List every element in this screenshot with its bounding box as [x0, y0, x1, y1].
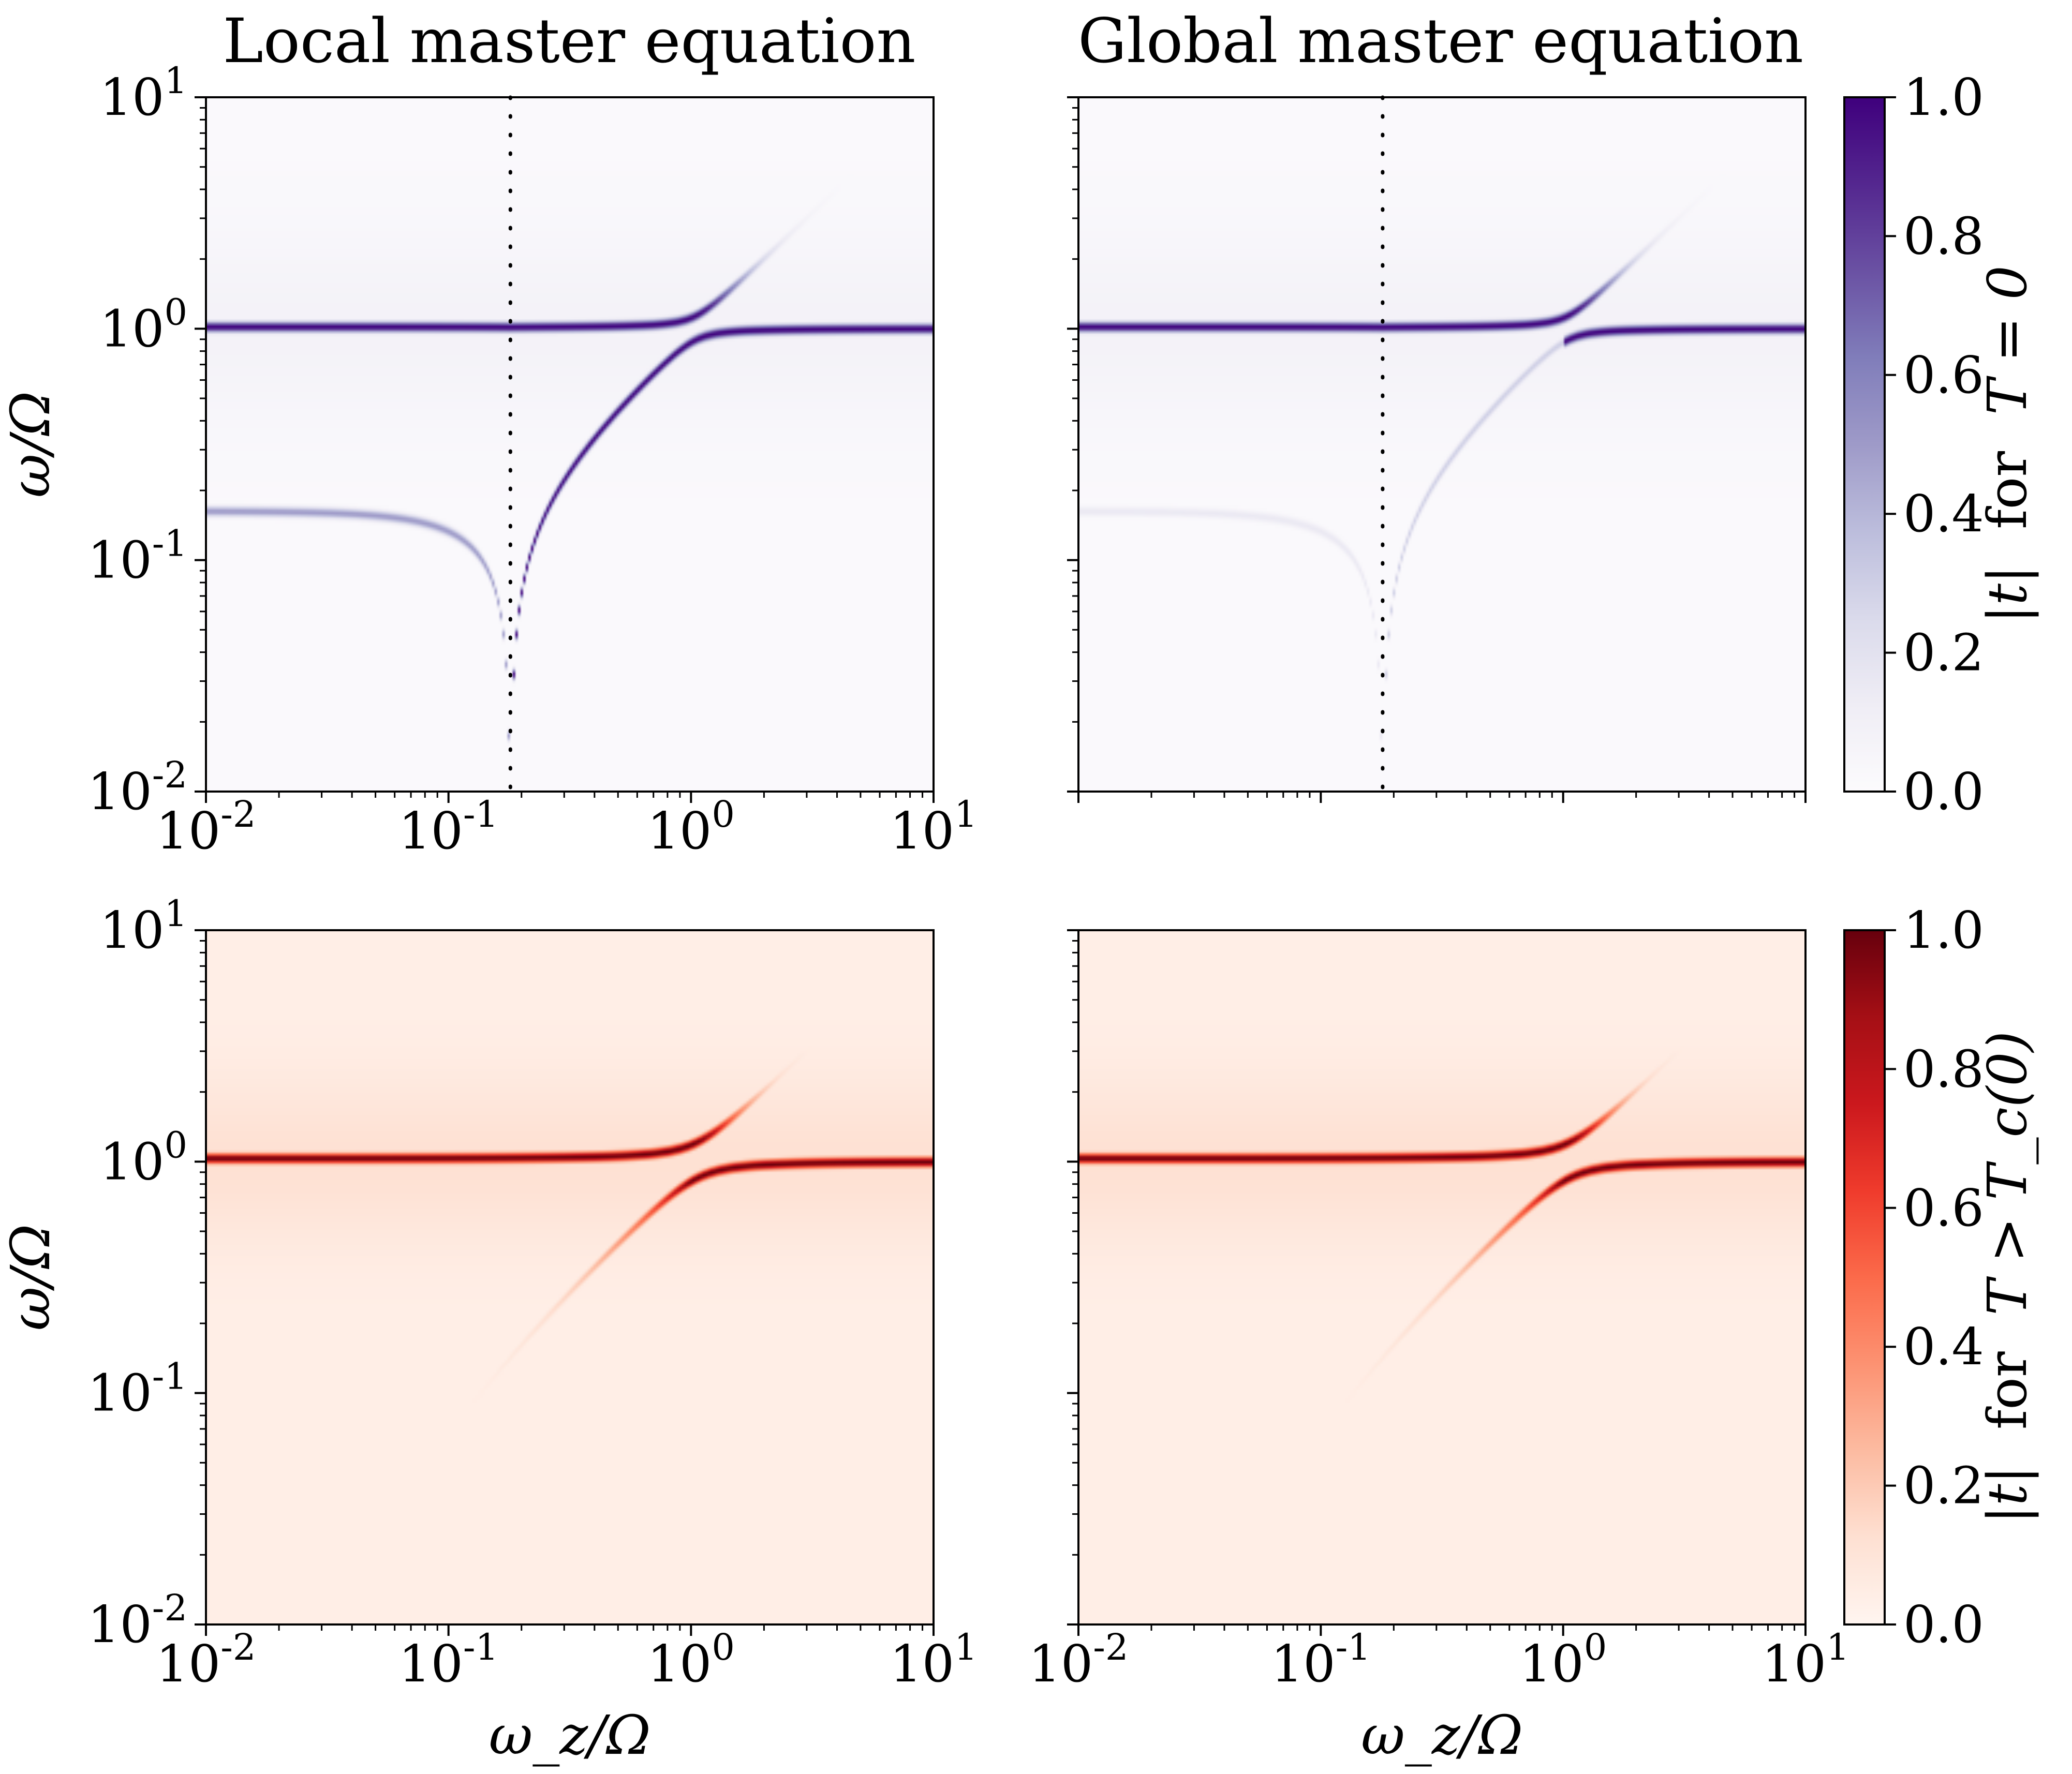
- colorbar-tick-label: 1.0: [1903, 68, 1984, 127]
- colorbar-tick-label: 0.8: [1903, 207, 1984, 266]
- colorbar-tick-label: 0.6: [1903, 1179, 1984, 1238]
- overlays: [508, 95, 1385, 794]
- y-axis-label: ω/Ω: [0, 1224, 62, 1331]
- title-local: Local master equation: [223, 5, 916, 77]
- y-tick-label: 10-2: [87, 1587, 187, 1654]
- colorbar-tick-label: 0.2: [1903, 1457, 1984, 1516]
- colorbar-tick-label: 0.2: [1903, 624, 1984, 683]
- x-tick-label: 10-2: [1029, 1626, 1129, 1694]
- heatmap-bottom-left: [206, 930, 934, 1624]
- x-tick-label: 101: [890, 793, 977, 861]
- colorbar-bottom: [1844, 930, 1885, 1624]
- colorbar-frame: [1843, 96, 1886, 793]
- x-tick-label: 100: [647, 793, 735, 861]
- heatmap-top-right: [1078, 97, 1805, 792]
- y-tick-label: 100: [100, 291, 187, 359]
- heatmap-top-left: [206, 97, 934, 792]
- text-layer: Local master equation Global master equa…: [0, 5, 2039, 1767]
- title-global: Global master equation: [1078, 5, 1803, 77]
- x-axis-label: ω_z/Ω: [1361, 1704, 1523, 1767]
- x-tick-label: 100: [647, 1626, 735, 1694]
- colorbar-tick-label: 0.6: [1903, 346, 1984, 405]
- x-tick-label: 101: [890, 1626, 977, 1694]
- x-tick-label: 10-2: [156, 793, 256, 861]
- colorbar-tick-label: 0.8: [1903, 1040, 1984, 1099]
- colorbar-tick-label: 0.0: [1903, 763, 1984, 822]
- y-tick-label: 10-1: [87, 1355, 187, 1423]
- x-axis-label: ω_z/Ω: [489, 1704, 651, 1767]
- colorbar-tick-label: 0.4: [1903, 485, 1984, 544]
- y-axis-label: ω/Ω: [0, 391, 62, 498]
- y-tick-label: 101: [100, 892, 187, 960]
- y-tick-label: 101: [100, 59, 187, 127]
- x-tick-label: 100: [1519, 1626, 1607, 1694]
- colorbar-tick-label: 1.0: [1903, 901, 1984, 960]
- x-tick-label: 10-1: [398, 793, 498, 861]
- axes-frames: [195, 96, 1896, 1636]
- x-tick-label: 101: [1762, 1626, 1849, 1694]
- y-tick-label: 10-1: [87, 523, 187, 590]
- frame-top-left: [205, 96, 935, 793]
- heatmap-images: [206, 97, 1885, 1624]
- frame-bottom-right: [1077, 929, 1807, 1626]
- frame-bottom-left: [205, 929, 935, 1626]
- heatmap-bottom-right: [1078, 930, 1805, 1624]
- colorbar-tick-label: 0.0: [1903, 1596, 1984, 1654]
- y-tick-label: 100: [100, 1124, 187, 1191]
- x-tick-label: 10-1: [1271, 1626, 1371, 1694]
- x-tick-label: 10-1: [398, 1626, 498, 1694]
- frame-top-right: [1077, 96, 1807, 793]
- colorbar-top: [1844, 97, 1885, 792]
- colorbar-label: |t|forT > T_c(0): [1976, 1031, 2039, 1524]
- colorbar-tick-label: 0.4: [1903, 1318, 1984, 1377]
- colorbar-label: |t|forT = 0: [1976, 265, 2039, 623]
- x-tick-label: 10-2: [156, 1626, 256, 1694]
- colorbar-frame: [1843, 929, 1886, 1626]
- y-tick-label: 10-2: [87, 754, 187, 822]
